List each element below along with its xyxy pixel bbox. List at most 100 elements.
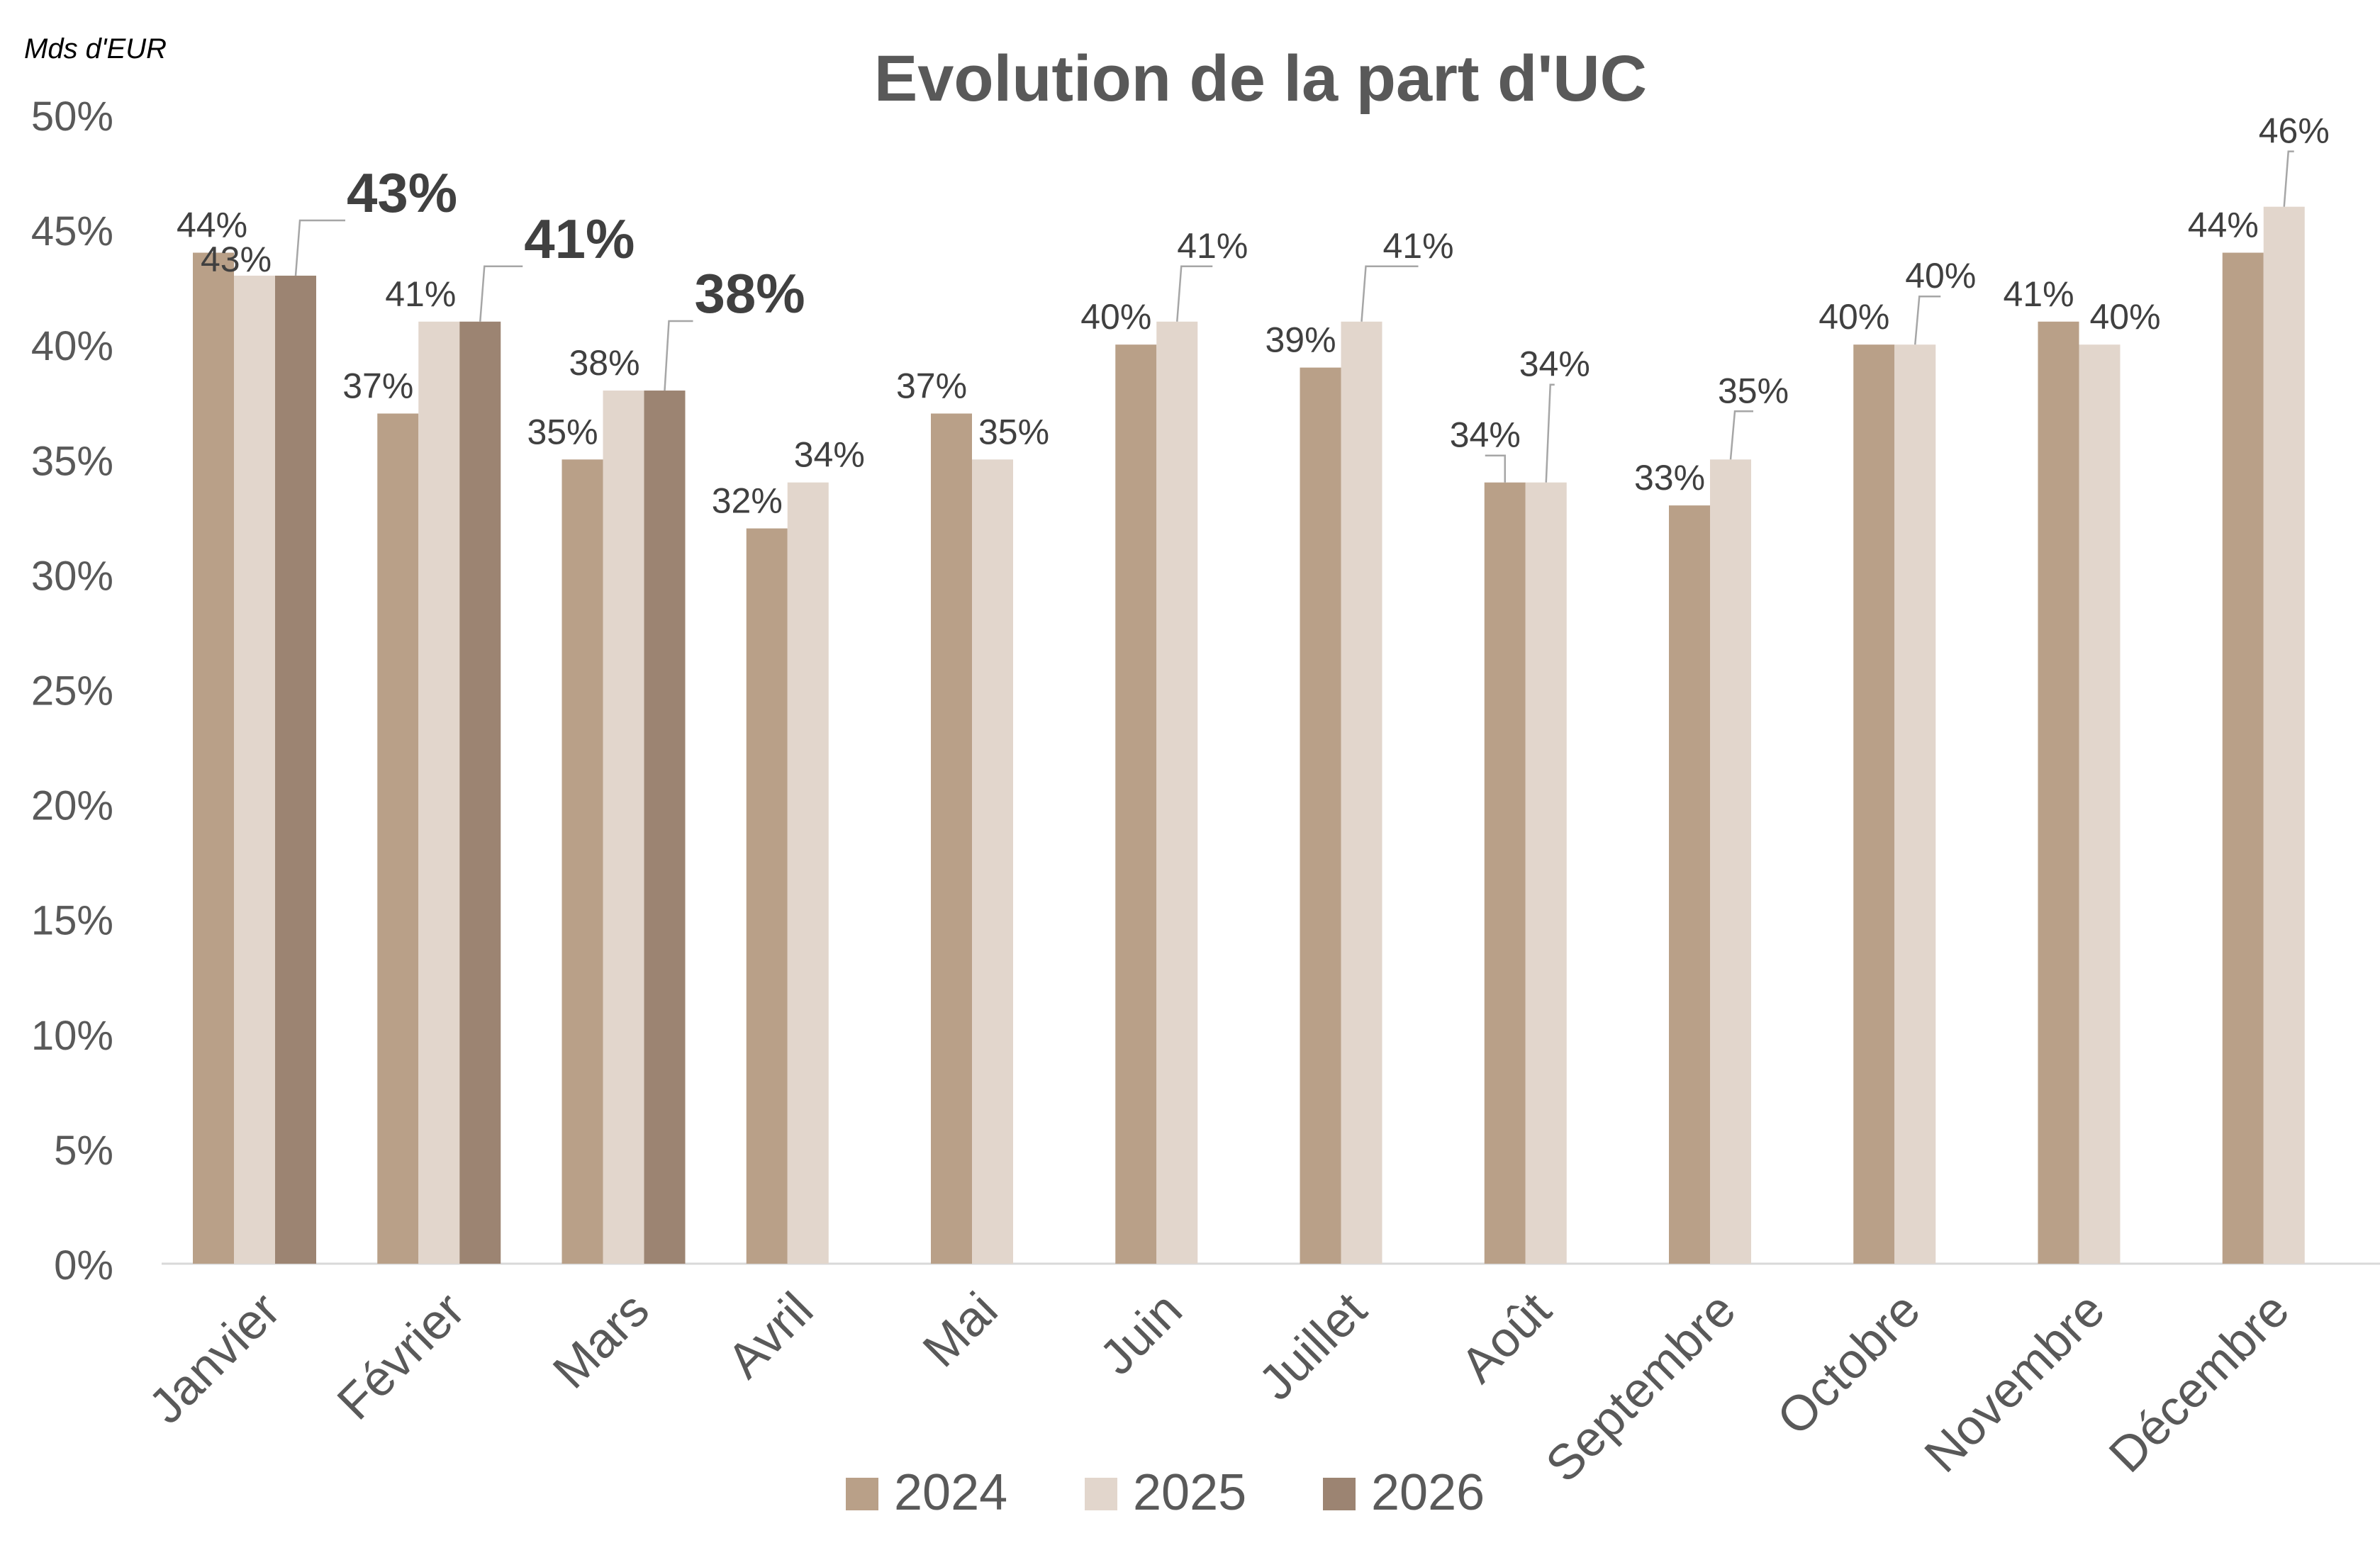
data-label: 46% <box>2259 111 2330 151</box>
data-label: 38% <box>569 343 639 383</box>
data-label: 43% <box>201 240 272 279</box>
leader-line <box>1914 295 1941 345</box>
bar-2025-10 <box>2079 344 2121 1264</box>
bar-2024-6 <box>1300 367 1341 1264</box>
bar-2024-2 <box>562 459 603 1264</box>
x-tick-label: Février <box>327 1281 475 1430</box>
legend-swatch-2026 <box>1323 1478 1356 1510</box>
data-label: 34% <box>1450 415 1521 455</box>
legend-label-2024: 2024 <box>894 1464 1007 1521</box>
x-tick-label: Septembre <box>1535 1281 1745 1492</box>
bar-2025-9 <box>1894 344 1936 1264</box>
bars <box>193 206 2305 1264</box>
bar-2024-7 <box>1484 482 1526 1264</box>
data-label: 33% <box>1634 458 1705 498</box>
y-tick-label: 35% <box>31 438 113 484</box>
x-tick-label: Mai <box>912 1281 1008 1377</box>
data-label: 34% <box>794 435 865 475</box>
y-tick-label: 25% <box>31 668 113 714</box>
bar-2025-3 <box>787 482 829 1264</box>
y-tick-label: 5% <box>54 1128 113 1174</box>
x-tick-label: Avril <box>717 1281 824 1388</box>
x-tick-label: Août <box>1450 1281 1561 1393</box>
leader-line <box>2283 150 2294 207</box>
bar-2025-6 <box>1341 321 1382 1264</box>
x-tick-label: Octobre <box>1767 1281 1931 1445</box>
bar-2024-3 <box>746 528 788 1264</box>
bar-2025-0 <box>234 275 275 1264</box>
x-axis-categories: Janvier Février Mars Avril Mai Juin Juillet Aoû… <box>138 1281 2299 1492</box>
leader-line <box>479 265 523 322</box>
data-label: 40% <box>2089 297 2160 337</box>
bar-2024-0 <box>193 252 234 1264</box>
bar-2025-5 <box>1156 321 1198 1264</box>
leader-line <box>1176 265 1213 322</box>
data-labels: 44%43%43%37%41%41%35%38%38%32%34%37%35%4… <box>177 111 2330 521</box>
data-label: 35% <box>527 412 598 451</box>
legend-label-2026: 2026 <box>1371 1464 1485 1521</box>
data-label: 35% <box>1718 371 1789 410</box>
x-tick-label: Janvier <box>138 1281 291 1434</box>
data-label: 41% <box>385 274 456 314</box>
y-tick-label: 50% <box>31 94 113 140</box>
bar-2024-9 <box>1853 344 1895 1264</box>
bar-2026-2 <box>644 391 686 1264</box>
bar-2024-10 <box>2038 321 2079 1264</box>
bar-2026-0 <box>275 275 316 1264</box>
bar-2025-8 <box>1710 459 1751 1264</box>
leader-line <box>1729 410 1753 460</box>
legend-swatch-2024 <box>846 1478 878 1510</box>
bar-2024-11 <box>2222 252 2264 1264</box>
leader-line <box>294 219 345 276</box>
leader-lines <box>294 150 2294 483</box>
x-tick-label: Juillet <box>1248 1281 1377 1410</box>
data-label: 41% <box>524 208 635 270</box>
bar-2026-1 <box>459 321 501 1264</box>
unit-label: Mds d'EUR <box>24 33 167 64</box>
x-tick-label: Novembre <box>1914 1281 2115 1482</box>
x-tick-label: Juin <box>1089 1281 1192 1385</box>
legend-swatch-2025 <box>1085 1478 1117 1510</box>
bar-2025-1 <box>418 321 460 1264</box>
bar-2025-7 <box>1525 482 1567 1264</box>
y-tick-label: 30% <box>31 553 113 599</box>
bar-2024-4 <box>931 413 972 1264</box>
data-label: 40% <box>1818 297 1889 337</box>
legend-label-2025: 2025 <box>1133 1464 1246 1521</box>
data-label: 40% <box>1905 256 1976 296</box>
chart-title: Evolution de la part d'UC <box>874 43 1647 115</box>
data-label: 38% <box>694 262 805 325</box>
leader-line <box>1485 454 1506 483</box>
y-tick-label: 0% <box>54 1242 113 1289</box>
data-label: 43% <box>347 162 457 224</box>
bar-2024-5 <box>1115 344 1157 1264</box>
data-label: 41% <box>1382 226 1453 266</box>
bar-2025-4 <box>972 459 1013 1264</box>
data-label: 39% <box>1265 320 1336 360</box>
x-tick-label: Décembre <box>2099 1281 2299 1482</box>
bar-2024-8 <box>1669 505 1710 1264</box>
data-label: 41% <box>2003 274 2074 314</box>
y-tick-label: 20% <box>31 783 113 829</box>
bar-2024-1 <box>377 413 419 1264</box>
data-label: 34% <box>1519 344 1590 384</box>
y-tick-label: 40% <box>31 323 113 369</box>
bar-2025-11 <box>2263 206 2305 1264</box>
data-label: 44% <box>2188 206 2259 245</box>
data-label: 37% <box>896 366 967 405</box>
data-label: 40% <box>1080 297 1151 337</box>
legend: 2024 2025 2026 <box>846 1464 1485 1521</box>
leader-line <box>664 320 693 391</box>
y-axis: 0% 5% 10% 15% 20% 25% 30% 35% 40% 45% 50% <box>31 94 113 1289</box>
data-label: 41% <box>1177 226 1248 266</box>
data-label: 32% <box>712 481 783 521</box>
data-label: 37% <box>342 366 413 405</box>
data-label: 35% <box>978 412 1049 451</box>
data-label: 44% <box>177 206 247 245</box>
x-tick-label: Mars <box>542 1281 659 1398</box>
bar-2025-2 <box>603 391 644 1264</box>
y-tick-label: 15% <box>31 898 113 944</box>
y-tick-label: 45% <box>31 208 113 254</box>
leader-line <box>1545 383 1555 483</box>
